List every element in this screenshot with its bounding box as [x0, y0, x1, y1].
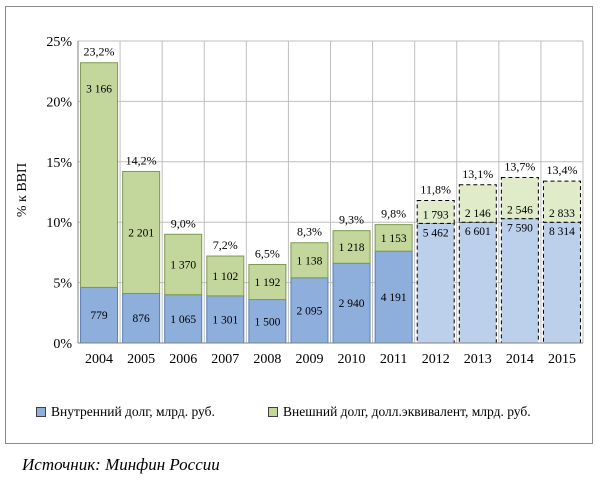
x-tick-label-2010: 2010 — [338, 352, 366, 367]
bar-external-2008 — [248, 263, 287, 301]
label-domestic-2005: 876 — [133, 313, 151, 325]
legend-swatch-domestic — [36, 407, 46, 417]
total-label-2013: 13,1% — [462, 167, 493, 181]
bar-domestic-2013 — [458, 221, 497, 344]
bar-external-2006 — [164, 233, 203, 296]
label-domestic-2009: 2 095 — [297, 305, 323, 317]
bar-domestic-2015 — [542, 221, 581, 344]
bar-external-2015 — [542, 180, 581, 223]
total-label-2006: 9,0% — [171, 216, 196, 230]
total-label-2004: 23,2% — [84, 45, 115, 59]
x-tick-label-2015: 2015 — [548, 352, 576, 367]
label-external-2014: 2 546 — [507, 205, 533, 217]
label-domestic-2011: 4 191 — [381, 292, 407, 304]
label-domestic-2007: 1 301 — [212, 314, 238, 326]
bar-external-2004 — [80, 62, 119, 288]
bar-domestic-2007 — [206, 295, 245, 344]
bar-external-2005 — [122, 170, 161, 294]
bar-external-2012 — [416, 199, 455, 224]
label-external-2007: 1 102 — [212, 271, 238, 283]
total-label-2012: 11,8% — [420, 182, 451, 196]
label-external-2013: 2 146 — [465, 208, 491, 220]
x-tick-label-2013: 2013 — [464, 352, 492, 367]
label-domestic-2008: 1 500 — [254, 316, 280, 328]
label-external-2008: 1 192 — [254, 277, 280, 289]
label-external-2011: 1 153 — [381, 233, 407, 245]
label-external-2010: 1 218 — [339, 242, 365, 254]
bar-domestic-2012 — [416, 222, 455, 344]
label-domestic-2010: 2 940 — [339, 298, 365, 310]
bar-external-2009 — [290, 242, 329, 279]
y-tick-label: 15% — [46, 156, 72, 171]
total-label-2011: 9,8% — [381, 207, 406, 221]
data-labels: 779 3 166 23,2% 876 2 201 14,2% 1 065 1 370 9,0%… — [84, 45, 578, 329]
label-external-2005: 2 201 — [128, 227, 154, 239]
bar-domestic-2014 — [500, 218, 539, 344]
y-tick-label: 0% — [53, 337, 72, 352]
bar-domestic-2004 — [80, 286, 119, 344]
axes: 0% 5% 10% 15% 20% 25% 2004 2005 2006 2007 2008 2009… — [46, 35, 583, 367]
y-tick-label: 5% — [53, 277, 72, 292]
label-external-2009: 1 138 — [297, 255, 323, 267]
label-domestic-2004: 779 — [90, 310, 108, 322]
label-external-2006: 1 370 — [170, 259, 196, 271]
bar-external-2010 — [332, 230, 371, 264]
label-domestic-2006: 1 065 — [170, 314, 196, 326]
legend-swatch-external — [268, 407, 278, 417]
y-tick-label: 20% — [46, 95, 72, 110]
total-label-2014: 13,7% — [504, 160, 535, 174]
label-domestic-2014: 7 590 — [507, 223, 533, 235]
x-tick-label-2012: 2012 — [422, 352, 450, 367]
bar-domestic-2005 — [122, 292, 161, 344]
bar-external-2007 — [206, 255, 245, 297]
bar-domestic-2008 — [248, 299, 287, 344]
bar-external-2013 — [458, 184, 497, 223]
bar-domestic-2009 — [290, 277, 329, 344]
bars — [80, 62, 581, 344]
total-label-2015: 13,4% — [546, 163, 577, 177]
bar-external-2011 — [374, 224, 413, 252]
y-tick-label: 10% — [46, 216, 72, 231]
x-tick-label-2004: 2004 — [85, 352, 113, 367]
y-tick-label: 25% — [46, 35, 72, 50]
x-tick-label-2009: 2009 — [295, 352, 323, 367]
source-note: Источник: Минфин России — [22, 455, 220, 474]
x-tick-label-2014: 2014 — [506, 352, 534, 367]
total-label-2009: 8,3% — [297, 225, 322, 239]
x-tick-label-2008: 2008 — [253, 352, 281, 367]
bar-domestic-2010 — [332, 262, 371, 344]
x-tick-label-2006: 2006 — [169, 352, 197, 367]
label-external-2015: 2 833 — [549, 208, 575, 220]
bar-external-2014 — [500, 177, 539, 220]
x-tick-label-2011: 2011 — [380, 352, 407, 367]
total-label-2008: 6,5% — [255, 246, 280, 260]
legend-label-domestic: Внутренний долг, млрд. руб. — [51, 404, 215, 419]
legend-item-external: Внешний долг, долл.эквивалент, млрд. руб… — [268, 404, 531, 420]
legend-item-domestic: Внутренний долг, млрд. руб. — [36, 404, 215, 420]
label-external-2012: 1 793 — [423, 209, 449, 221]
label-external-2004: 3 166 — [86, 84, 112, 96]
x-tick-label-2007: 2007 — [211, 352, 239, 367]
x-tick-label-2005: 2005 — [127, 352, 155, 367]
total-label-2007: 7,2% — [213, 238, 238, 252]
label-domestic-2012: 5 462 — [423, 227, 449, 239]
label-domestic-2015: 8 314 — [549, 226, 575, 238]
y-axis-label: % к ВВП — [15, 163, 30, 217]
bar-domestic-2011 — [374, 250, 413, 344]
total-label-2010: 9,3% — [339, 213, 364, 227]
label-domestic-2013: 6 601 — [465, 226, 491, 238]
legend-label-external: Внешний долг, долл.эквивалент, млрд. руб… — [283, 404, 531, 419]
total-label-2005: 14,2% — [126, 153, 157, 167]
